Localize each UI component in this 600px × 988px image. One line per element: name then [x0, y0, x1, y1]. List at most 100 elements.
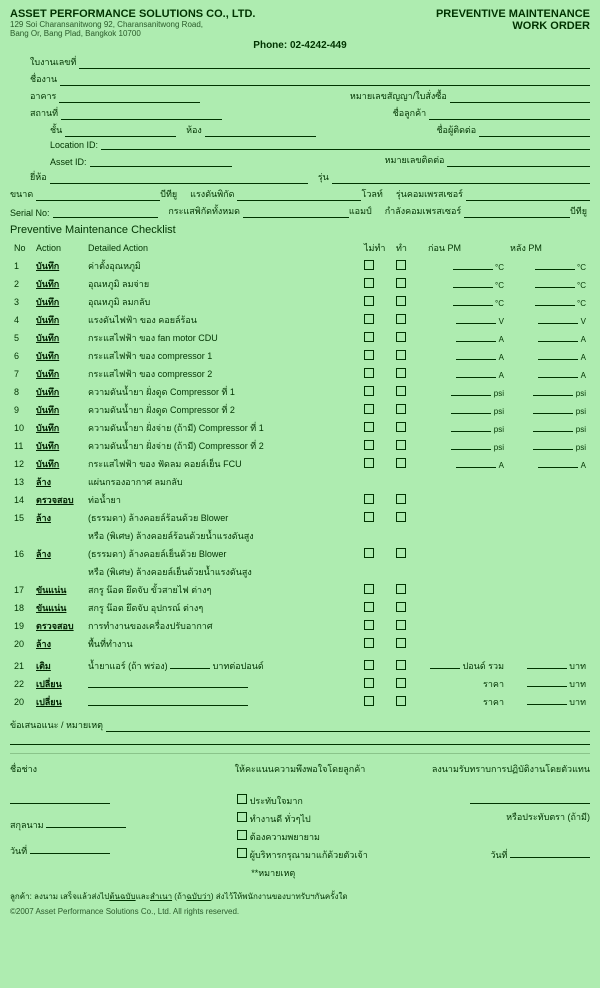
cb-4-nd[interactable] — [364, 332, 374, 342]
field-date-1[interactable] — [30, 844, 110, 854]
field-notes-2[interactable] — [10, 735, 590, 745]
cb-11-nd[interactable] — [364, 458, 374, 468]
field-22b[interactable] — [527, 677, 567, 687]
field-before-11[interactable] — [456, 458, 496, 468]
cb-21-nd[interactable] — [364, 638, 374, 648]
action-20[interactable]: ตรวจสอบ — [36, 621, 74, 631]
action-6[interactable]: บันทึก — [36, 369, 59, 379]
field-before-6[interactable] — [456, 368, 496, 378]
field-after-5[interactable] — [538, 350, 578, 360]
action-10[interactable]: บันทึก — [36, 441, 59, 451]
field-after-7[interactable] — [533, 386, 573, 396]
field-contractno[interactable] — [450, 93, 590, 103]
cb-16-nd[interactable] — [364, 548, 374, 558]
cb-3-d[interactable] — [396, 314, 406, 324]
cb-0-nd[interactable] — [364, 260, 374, 270]
action-12[interactable]: ล้าง — [36, 477, 51, 487]
cb-9-nd[interactable] — [364, 422, 374, 432]
field-before-0[interactable] — [453, 260, 493, 270]
field-after-4[interactable] — [538, 332, 578, 342]
field-model[interactable] — [332, 174, 590, 184]
cb-19-nd[interactable] — [364, 602, 374, 612]
field-workorder[interactable] — [79, 59, 590, 69]
cb-23-d[interactable] — [396, 696, 406, 706]
cb-20-d[interactable] — [396, 620, 406, 630]
field-after-6[interactable] — [538, 368, 578, 378]
cb-3-nd[interactable] — [364, 314, 374, 324]
field-building[interactable] — [59, 93, 199, 103]
cb-r3[interactable] — [237, 830, 247, 840]
cb-1-nd[interactable] — [364, 278, 374, 288]
cb-21-nd[interactable] — [364, 660, 374, 670]
field-before-9[interactable] — [451, 422, 491, 432]
field-contactno[interactable] — [447, 157, 590, 167]
action-5[interactable]: บันทึก — [36, 351, 59, 361]
field-after-1[interactable] — [535, 278, 575, 288]
field-brand[interactable] — [50, 174, 308, 184]
field-location[interactable] — [61, 110, 222, 120]
action-0[interactable]: บันทึก — [36, 261, 59, 271]
cb-10-nd[interactable] — [364, 440, 374, 450]
action-13[interactable]: ตรวจสอบ — [36, 495, 74, 505]
cb-r2[interactable] — [237, 812, 247, 822]
action-2[interactable]: บันทึก — [36, 297, 59, 307]
field-before-2[interactable] — [453, 296, 493, 306]
field-jobname[interactable] — [60, 76, 590, 86]
cb-9-d[interactable] — [396, 422, 406, 432]
field-after-0[interactable] — [535, 260, 575, 270]
field-date-2[interactable] — [510, 848, 590, 858]
field-after-3[interactable] — [538, 314, 578, 324]
field-voltage[interactable] — [237, 191, 361, 201]
cb-10-d[interactable] — [396, 440, 406, 450]
cb-22-nd[interactable] — [364, 678, 374, 688]
field-after-9[interactable] — [533, 422, 573, 432]
cb-18-d[interactable] — [396, 584, 406, 594]
field-room[interactable] — [205, 127, 316, 137]
action-8[interactable]: บันทึก — [36, 405, 59, 415]
cb-r4[interactable] — [237, 848, 247, 858]
field-serial[interactable] — [53, 208, 159, 218]
action-11[interactable]: บันทึก — [36, 459, 59, 469]
cb-13-nd[interactable] — [364, 494, 374, 504]
cb-21-d[interactable] — [396, 660, 406, 670]
action-16[interactable]: ล้าง — [36, 549, 51, 559]
field-after-10[interactable] — [533, 440, 573, 450]
action-22[interactable]: เปลี่ยน — [36, 679, 62, 689]
field-before-1[interactable] — [453, 278, 493, 288]
cb-20-nd[interactable] — [364, 620, 374, 630]
cb-7-d[interactable] — [396, 386, 406, 396]
action-9[interactable]: บันทึก — [36, 423, 59, 433]
action-19[interactable]: ขันแน่น — [36, 603, 66, 613]
action-23[interactable]: เปลี่ยน — [36, 697, 62, 707]
sig-ack-line[interactable] — [470, 794, 590, 804]
cb-1-d[interactable] — [396, 278, 406, 288]
field-sur[interactable] — [46, 818, 126, 828]
field-compressor[interactable] — [466, 191, 590, 201]
field-after-11[interactable] — [538, 458, 578, 468]
cb-2-d[interactable] — [396, 296, 406, 306]
cb-6-nd[interactable] — [364, 368, 374, 378]
field-before-3[interactable] — [456, 314, 496, 324]
cb-2-nd[interactable] — [364, 296, 374, 306]
field-assetid[interactable] — [90, 157, 233, 167]
action-1[interactable]: บันทึก — [36, 279, 59, 289]
cb-8-nd[interactable] — [364, 404, 374, 414]
cb-4-d[interactable] — [396, 332, 406, 342]
cb-5-nd[interactable] — [364, 350, 374, 360]
action-14[interactable]: ล้าง — [36, 513, 51, 523]
field-floor[interactable] — [65, 127, 176, 137]
sig-tech-line[interactable] — [10, 794, 110, 804]
field-locationid[interactable] — [101, 140, 590, 150]
field-23b[interactable] — [527, 695, 567, 705]
cb-16-d[interactable] — [396, 548, 406, 558]
field-contact[interactable] — [479, 127, 590, 137]
field-21a[interactable] — [170, 659, 210, 669]
action-18[interactable]: ขันแน่น — [36, 585, 66, 595]
action-21[interactable]: เติม — [36, 661, 51, 671]
field-compload[interactable] — [464, 208, 570, 218]
cb-18-nd[interactable] — [364, 584, 374, 594]
cb-14-d[interactable] — [396, 512, 406, 522]
cb-21-d[interactable] — [396, 638, 406, 648]
action-3[interactable]: บันทึก — [36, 315, 59, 325]
cb-6-d[interactable] — [396, 368, 406, 378]
